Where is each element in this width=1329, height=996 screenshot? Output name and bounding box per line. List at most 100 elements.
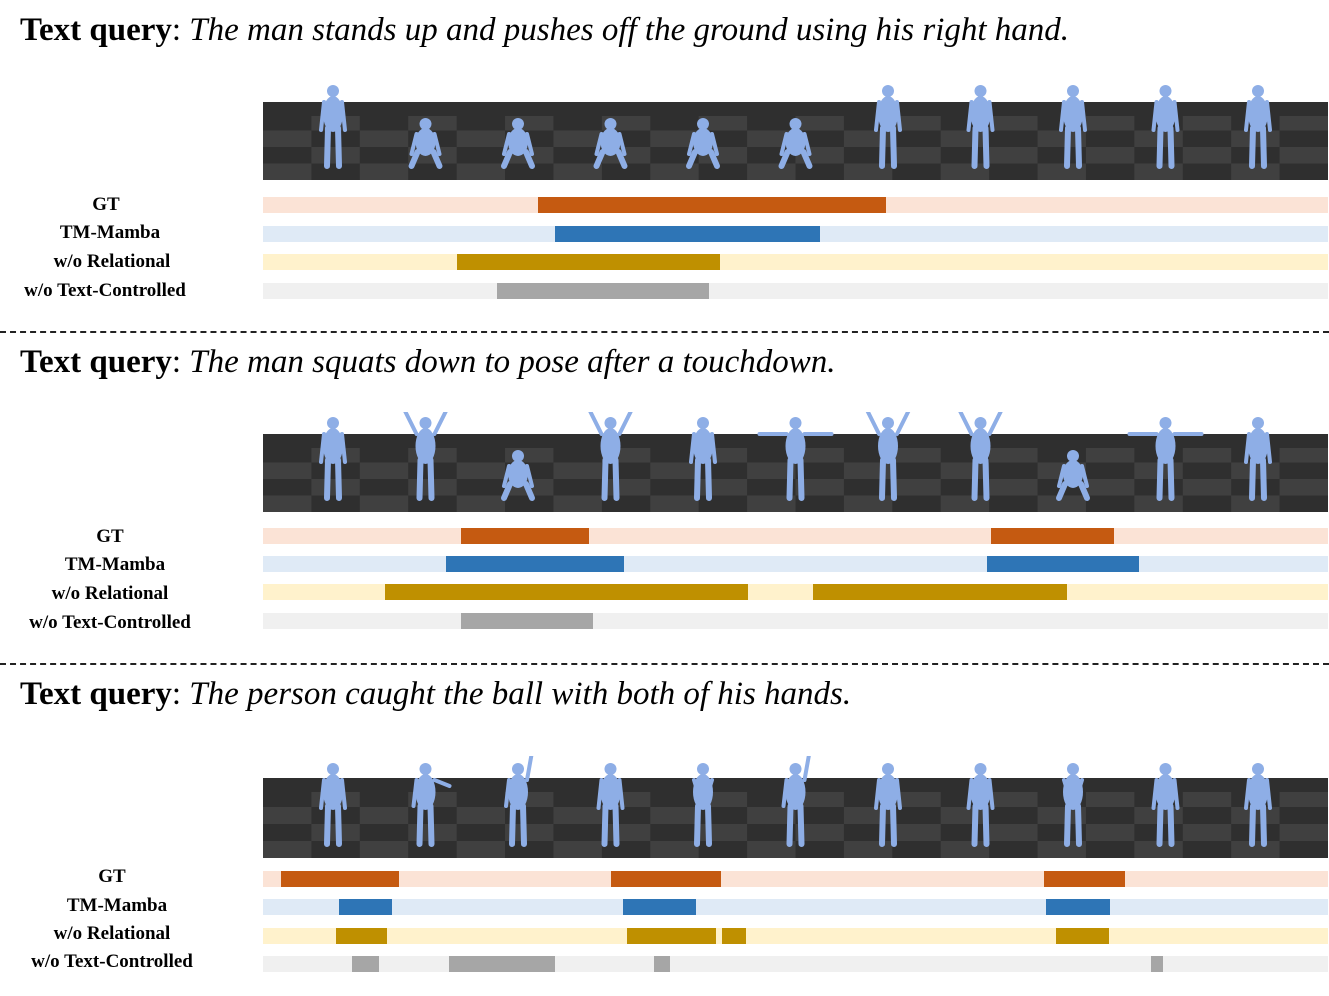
human-figure	[501, 450, 535, 501]
segment	[627, 928, 716, 944]
segment	[446, 556, 625, 572]
track-wo-relational	[263, 928, 1328, 944]
segment	[812, 584, 1068, 600]
segment	[722, 928, 747, 944]
human-figure	[874, 85, 902, 169]
human-figure	[686, 118, 720, 169]
segment	[554, 226, 820, 242]
segment	[338, 899, 392, 915]
text-query: Text query: The person caught the ball w…	[20, 676, 852, 712]
segment	[497, 283, 710, 299]
query-lead: Text query	[20, 676, 172, 712]
human-figure	[781, 756, 811, 847]
human-figure	[689, 417, 717, 501]
motion-sequence	[263, 412, 1328, 512]
row-label-wo-relational: w/o Relational	[51, 583, 169, 604]
text-query: Text query: The man stands up and pushes…	[20, 12, 1070, 48]
row-label-wo-relational: w/o Relational	[53, 923, 171, 944]
row-label-tm-mamba: TM-Mamba	[66, 895, 168, 916]
track-gt	[263, 871, 1328, 887]
human-figure	[874, 763, 902, 847]
track-tm-mamba	[263, 556, 1328, 572]
human-figure	[966, 763, 995, 847]
human-figure	[958, 412, 1003, 501]
track-wo-text-controlled	[263, 613, 1328, 629]
segment	[352, 956, 380, 972]
row-label-gt: GT	[98, 866, 126, 887]
dashed-divider	[0, 331, 1329, 333]
segment	[991, 528, 1114, 544]
query-text: The man squats down to pose after a touc…	[189, 344, 836, 380]
human-figure	[1244, 417, 1272, 501]
human-figure	[1151, 85, 1180, 169]
segment	[1043, 871, 1125, 887]
panel-2: Text query: The man squats down to pose …	[0, 332, 1329, 662]
human-figure	[319, 417, 347, 501]
human-figure	[1062, 763, 1084, 847]
human-figure	[504, 756, 534, 847]
row-label-wo-text-controlled: w/o Text-Controlled	[31, 951, 193, 972]
motion-sequence	[263, 756, 1328, 858]
track-tm-mamba	[263, 899, 1328, 915]
segment	[653, 956, 670, 972]
segment	[1045, 899, 1110, 915]
human-figure	[596, 763, 625, 847]
human-figure	[403, 412, 448, 501]
row-label-wo-text-controlled: w/o Text-Controlled	[24, 280, 186, 301]
human-figure	[966, 85, 995, 169]
row-label-gt: GT	[96, 526, 124, 547]
row-label-wo-relational: w/o Relational	[53, 251, 171, 272]
human-figure	[1127, 417, 1204, 501]
segment	[449, 956, 555, 972]
human-figure	[1244, 763, 1272, 847]
human-figure	[757, 417, 834, 501]
human-figure	[319, 763, 347, 847]
human-figure	[1151, 763, 1180, 847]
row-label-tm-mamba: TM-Mamba	[59, 222, 161, 243]
segment	[1056, 928, 1109, 944]
track-wo-text-controlled	[263, 283, 1328, 299]
track-gt	[263, 528, 1328, 544]
query-lead: Text query	[20, 344, 172, 380]
track-wo-relational	[263, 584, 1328, 600]
human-figure	[1059, 85, 1087, 169]
row-label-wo-text-controlled: w/o Text-Controlled	[29, 612, 191, 633]
panel-3: Text query: The person caught the ball w…	[0, 664, 1329, 996]
segment	[336, 928, 387, 944]
human-figure	[319, 85, 347, 169]
query-lead: Text query	[20, 12, 172, 48]
track-wo-text-controlled	[263, 956, 1328, 972]
human-figure	[692, 763, 714, 847]
human-figure	[1244, 85, 1272, 169]
text-query: Text query: The man squats down to pose …	[20, 344, 836, 380]
track-gt	[263, 197, 1328, 213]
segment	[385, 584, 748, 600]
segment	[611, 871, 721, 887]
segment	[461, 613, 594, 629]
segment	[622, 899, 697, 915]
segment	[281, 871, 400, 887]
segment	[987, 556, 1140, 572]
query-text: The man stands up and pushes off the gro…	[189, 12, 1070, 48]
human-figure	[778, 118, 813, 169]
track-wo-relational	[263, 254, 1328, 270]
human-figure	[1056, 450, 1090, 501]
query-text: The person caught the ball with both of …	[189, 676, 852, 712]
segment	[456, 254, 720, 270]
checker-floor	[263, 778, 1328, 858]
track-tm-mamba	[263, 226, 1328, 242]
human-figure	[588, 412, 633, 501]
row-label-tm-mamba: TM-Mamba	[64, 554, 166, 575]
segment	[1151, 956, 1163, 972]
panel-1: Text query: The man stands up and pushes…	[0, 0, 1329, 330]
human-figure	[593, 118, 628, 169]
human-figure	[411, 763, 452, 847]
motion-sequence	[263, 85, 1328, 180]
human-figure	[865, 412, 911, 501]
human-figure	[408, 118, 443, 169]
dashed-divider	[0, 663, 1329, 665]
segment	[461, 528, 589, 544]
segment	[537, 197, 887, 213]
human-figure	[501, 118, 535, 169]
row-label-gt: GT	[92, 194, 120, 215]
